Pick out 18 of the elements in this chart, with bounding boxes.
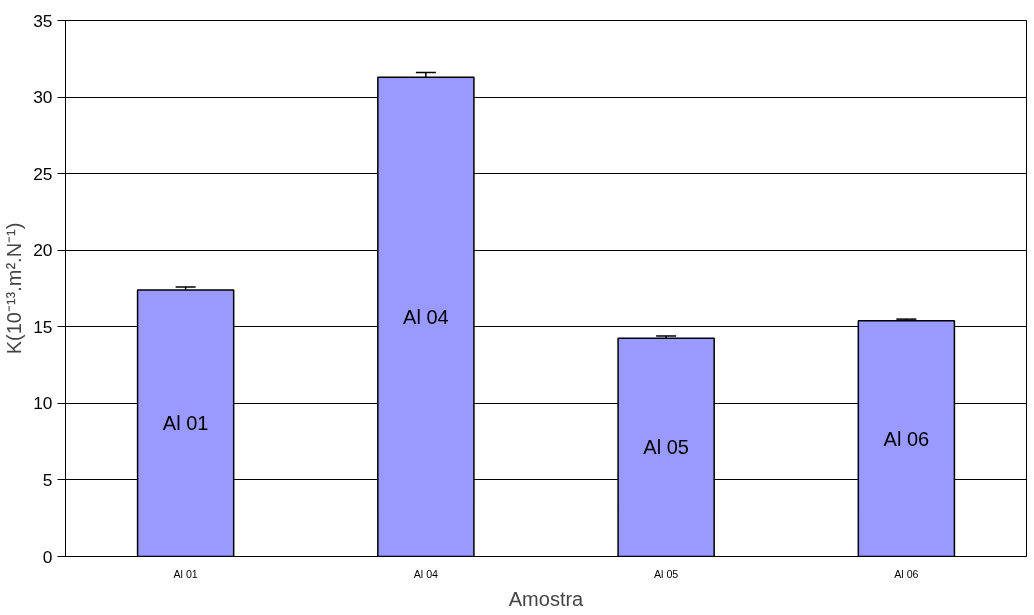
x-tick-label: Al 01 xyxy=(173,567,198,580)
y-axis-title: K(10⁻¹³.m².N⁻¹) xyxy=(3,222,26,355)
y-tick-label: 0 xyxy=(42,546,53,567)
annotation: Al 04 xyxy=(403,305,449,328)
x-tick-label: Al 06 xyxy=(894,567,919,580)
y-tick-label: 25 xyxy=(33,163,53,184)
annotation: Al 06 xyxy=(883,427,930,450)
y-tick-label: 30 xyxy=(33,87,53,108)
x-tick-label: Al 05 xyxy=(653,567,679,580)
annotation: Al 05 xyxy=(643,436,689,459)
annotation: Al 01 xyxy=(162,412,209,435)
y-tick-label: 20 xyxy=(33,240,53,261)
x-tick-label: Al 04 xyxy=(413,567,439,580)
y-tick-label: 10 xyxy=(33,393,53,414)
y-tick-label: 5 xyxy=(42,469,53,490)
x-axis-title: Amostra xyxy=(508,587,585,610)
y-tick-label: 35 xyxy=(33,10,53,31)
y-tick-label: 15 xyxy=(33,316,53,337)
